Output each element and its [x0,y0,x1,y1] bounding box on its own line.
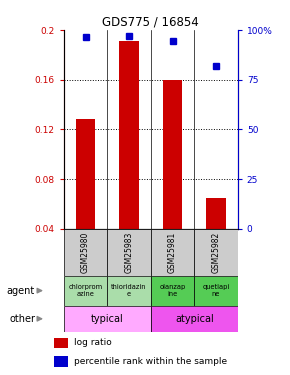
Bar [54,356,68,367]
Bar [163,80,182,229]
Text: typical: typical [91,314,124,324]
Bar [194,229,238,276]
Bar [119,41,139,229]
Bar [76,119,95,229]
Text: log ratio: log ratio [74,338,112,347]
Bar [151,276,194,306]
Bar [151,306,238,332]
Text: GSM25980: GSM25980 [81,231,90,273]
Text: GSM25983: GSM25983 [124,231,134,273]
Text: olanzap
ine: olanzap ine [160,284,186,297]
Bar [54,338,68,348]
Bar [64,229,107,276]
Bar [64,306,151,332]
Text: atypical: atypical [175,314,214,324]
Bar [64,276,107,306]
Text: thioridazin
e: thioridazin e [111,284,147,297]
Text: other: other [9,314,35,324]
Text: GSM25982: GSM25982 [211,231,221,273]
Bar [206,198,226,229]
Bar [107,229,151,276]
Text: percentile rank within the sample: percentile rank within the sample [74,357,227,366]
Bar [107,276,151,306]
Text: GSM25981: GSM25981 [168,231,177,273]
Title: GDS775 / 16854: GDS775 / 16854 [102,16,199,29]
Text: agent: agent [7,286,35,296]
Bar [151,229,194,276]
Text: chlorprom
azine: chlorprom azine [68,284,103,297]
Bar [194,276,238,306]
Text: quetiapi
ne: quetiapi ne [202,284,230,297]
